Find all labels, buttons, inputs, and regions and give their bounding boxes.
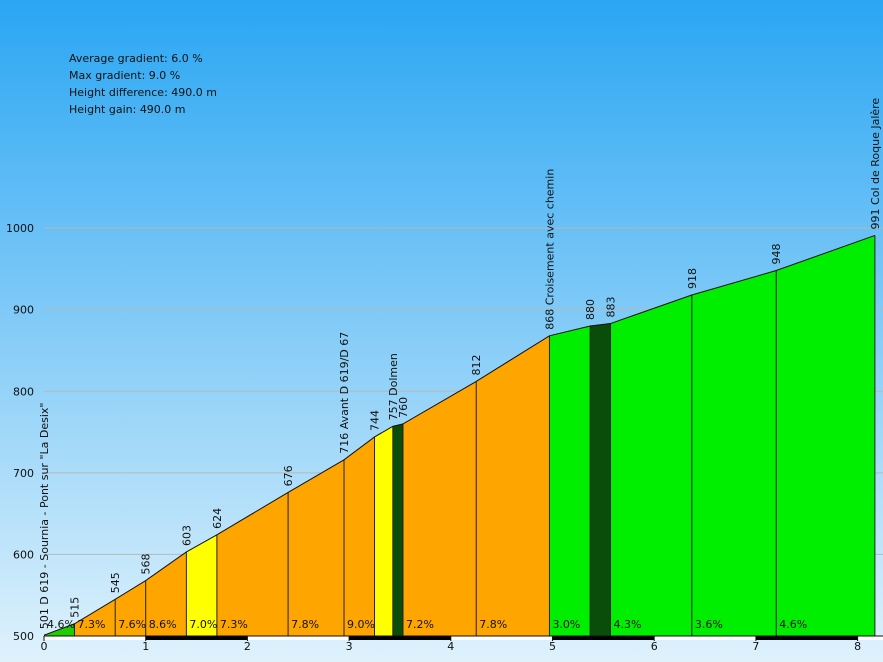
x-tick-label: 2 xyxy=(244,640,251,653)
segment-gradient-label: 7.3% xyxy=(220,618,248,631)
waypoint-label: 757 Dolmen xyxy=(387,353,400,420)
max-gradient-stat: Max gradient: 9.0 % xyxy=(69,69,181,82)
profile-segment xyxy=(549,325,591,636)
waypoint-label: 991 Col de Roque Jalère xyxy=(869,98,882,230)
waypoint-label: 515 xyxy=(69,597,82,618)
waypoint-label: 545 xyxy=(109,572,122,593)
profile-segment xyxy=(288,459,345,636)
y-tick-label: 1000 xyxy=(6,222,34,235)
waypoint-label: 880 xyxy=(584,299,597,320)
segment-gradient-label: 7.8% xyxy=(479,618,507,631)
profile-segment xyxy=(344,436,375,636)
average-gradient-stat: Average gradient: 6.0 % xyxy=(69,52,203,65)
segment-gradient-label: 7.2% xyxy=(406,618,434,631)
x-tick-label: 4 xyxy=(447,640,454,653)
segment-gradient-label: 8.6% xyxy=(149,618,177,631)
segment-gradient-label: 7.0% xyxy=(189,618,217,631)
waypoint-label: 716 Avant D 619/D 67 xyxy=(338,332,351,454)
segment-gradient-label: 9.0% xyxy=(347,618,375,631)
height-gain-stat: Height gain: 490.0 m xyxy=(69,103,186,116)
segment-gradient-label: 7.3% xyxy=(78,618,106,631)
segment-gradient-label: 4.6% xyxy=(779,618,807,631)
profile-segment xyxy=(776,235,875,636)
waypoint-label: 868 Croisement avec chemin xyxy=(543,169,556,330)
profile-segment xyxy=(74,599,116,636)
profile-segment xyxy=(403,381,477,636)
distance-scale-bar xyxy=(654,636,756,640)
x-tick-label: 1 xyxy=(142,640,149,653)
waypoint-label: 918 xyxy=(686,268,699,289)
x-tick-label: 3 xyxy=(346,640,353,653)
y-tick-label: 500 xyxy=(13,630,34,643)
height-difference-stat: Height difference: 490.0 m xyxy=(69,86,217,99)
y-tick-label: 800 xyxy=(13,385,34,398)
segment-gradient-label: 7.6% xyxy=(118,618,146,631)
segment-gradient-label: 3.0% xyxy=(552,618,580,631)
profile-segment xyxy=(392,423,404,636)
segment-gradient-label: 4.6% xyxy=(47,618,75,631)
waypoint-label: 883 xyxy=(604,297,617,318)
x-tick-label: 6 xyxy=(651,640,658,653)
profile-segment xyxy=(186,534,217,636)
waypoint-label: 744 xyxy=(369,410,382,431)
x-tick-label: 8 xyxy=(854,640,861,653)
segment-gradient-label: 4.3% xyxy=(613,618,641,631)
distance-scale-bar xyxy=(552,636,655,640)
waypoint-label: 760 xyxy=(397,397,410,418)
waypoint-label: 948 xyxy=(770,244,783,265)
profile-outline xyxy=(43,234,876,636)
x-tick-label: 7 xyxy=(752,640,759,653)
x-tick-label: 5 xyxy=(549,640,556,653)
segment-gradient-label: 7.8% xyxy=(291,618,319,631)
segment-gradient-label: 3.6% xyxy=(695,618,723,631)
profile-segment xyxy=(145,551,187,636)
profile-segment xyxy=(590,323,611,636)
profile-segment xyxy=(691,270,777,636)
waypoint-label: 676 xyxy=(282,465,295,486)
profile-segment xyxy=(374,426,393,636)
profile-segment xyxy=(610,294,692,636)
distance-scale-bar xyxy=(450,636,553,640)
waypoint-label: 568 xyxy=(140,554,153,575)
distance-scale-bar xyxy=(247,636,350,640)
profile-segment xyxy=(115,580,146,636)
y-tick-label: 600 xyxy=(13,548,34,561)
distance-scale-bar xyxy=(755,636,858,640)
climb-stats-panel: Average gradient: 6.0 % Max gradient: 9.… xyxy=(69,50,217,118)
waypoint-label: 603 xyxy=(180,525,193,546)
y-tick-label: 700 xyxy=(13,467,34,480)
distance-scale-bar xyxy=(44,636,146,640)
distance-scale-bar xyxy=(857,636,883,640)
waypoint-label: 501 D 619 - Sournia - Pont sur "La Desix… xyxy=(38,403,51,630)
waypoint-label: 624 xyxy=(211,508,224,529)
x-tick-label: 0 xyxy=(41,640,48,653)
y-tick-label: 900 xyxy=(13,304,34,317)
distance-scale-bar xyxy=(349,636,451,640)
profile-segment xyxy=(476,335,550,636)
distance-scale-bar xyxy=(145,636,248,640)
waypoint-label: 812 xyxy=(470,354,483,375)
profile-segment xyxy=(216,492,289,636)
